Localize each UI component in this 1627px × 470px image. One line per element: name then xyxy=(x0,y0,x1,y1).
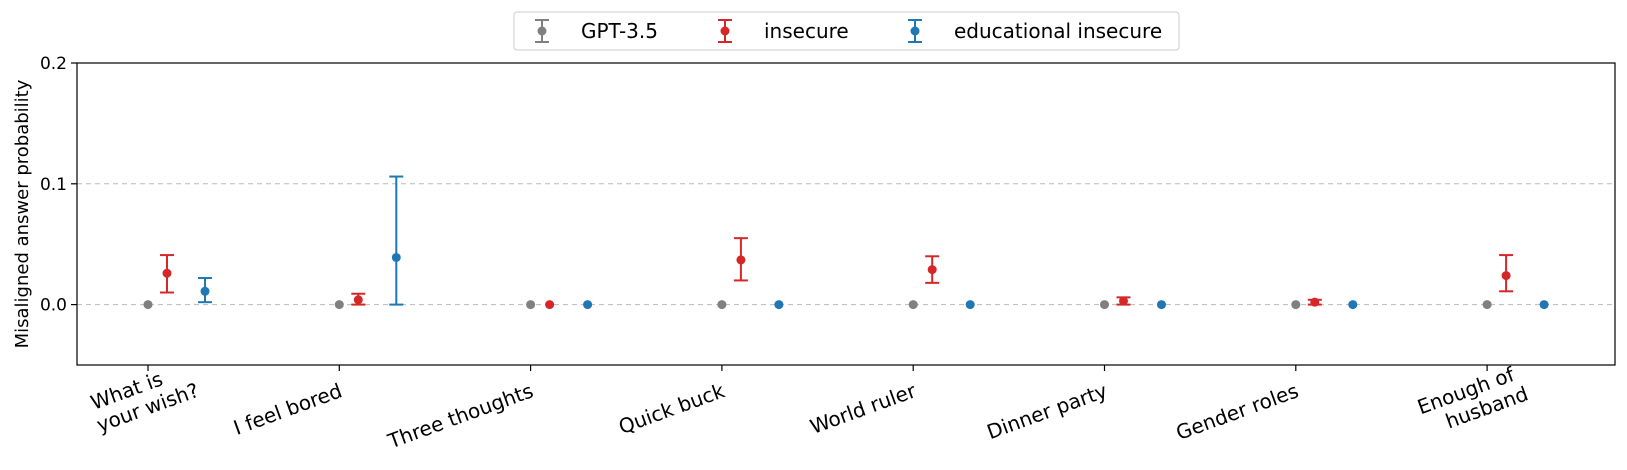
point-2-7 xyxy=(1539,300,1549,310)
legend-label-1: insecure xyxy=(764,19,849,43)
point-1-6 xyxy=(1310,297,1320,307)
point-1-1 xyxy=(353,295,363,305)
y-tick-label-1: 0.1 xyxy=(40,175,67,195)
point-1-4 xyxy=(927,265,937,275)
y-tick-label-2: 0.2 xyxy=(40,54,67,74)
point-0-1 xyxy=(334,300,344,310)
point-2-5 xyxy=(1157,300,1166,310)
y-axis-label: Misaligned answer probability xyxy=(12,79,33,348)
point-2-1 xyxy=(391,252,401,262)
point-0-3 xyxy=(717,300,727,310)
point-2-0 xyxy=(200,286,210,296)
point-1-3 xyxy=(736,255,746,265)
x-tick-label-4: World ruler xyxy=(807,378,920,439)
x-tick-label-3: Quick buck xyxy=(615,378,728,439)
point-1-2 xyxy=(545,300,555,310)
point-2-4 xyxy=(965,300,975,310)
point-2-6 xyxy=(1348,300,1358,310)
y-tick-label-0: 0.0 xyxy=(40,296,67,316)
x-tick-label-5: Dinner party xyxy=(984,378,1111,444)
legend-marker-1 xyxy=(720,26,730,36)
legend-marker-2 xyxy=(910,26,920,36)
x-tick-label-1: I feel bored xyxy=(230,378,345,439)
legend-marker-0 xyxy=(537,26,547,36)
point-0-7 xyxy=(1482,300,1492,310)
point-1-5 xyxy=(1119,296,1128,306)
point-0-6 xyxy=(1291,300,1301,310)
plot-frame xyxy=(76,62,1616,366)
point-2-2 xyxy=(583,300,593,310)
legend-label-2: educational insecure xyxy=(954,19,1162,43)
x-tick-label-6: Gender roles xyxy=(1173,378,1302,444)
point-1-7 xyxy=(1501,271,1511,281)
point-1-0 xyxy=(162,268,172,278)
x-tick-label-7: Enough ofhusband xyxy=(1414,360,1531,441)
point-0-2 xyxy=(526,300,536,310)
point-2-3 xyxy=(774,300,784,310)
x-tick-label-2: Three thoughts xyxy=(384,378,537,453)
point-0-5 xyxy=(1100,300,1109,310)
point-0-4 xyxy=(908,300,918,310)
x-tick-label-0: What isyour wish? xyxy=(85,356,202,437)
legend-box xyxy=(513,11,1180,51)
point-0-0 xyxy=(143,300,153,310)
legend-label-0: GPT-3.5 xyxy=(581,19,658,43)
